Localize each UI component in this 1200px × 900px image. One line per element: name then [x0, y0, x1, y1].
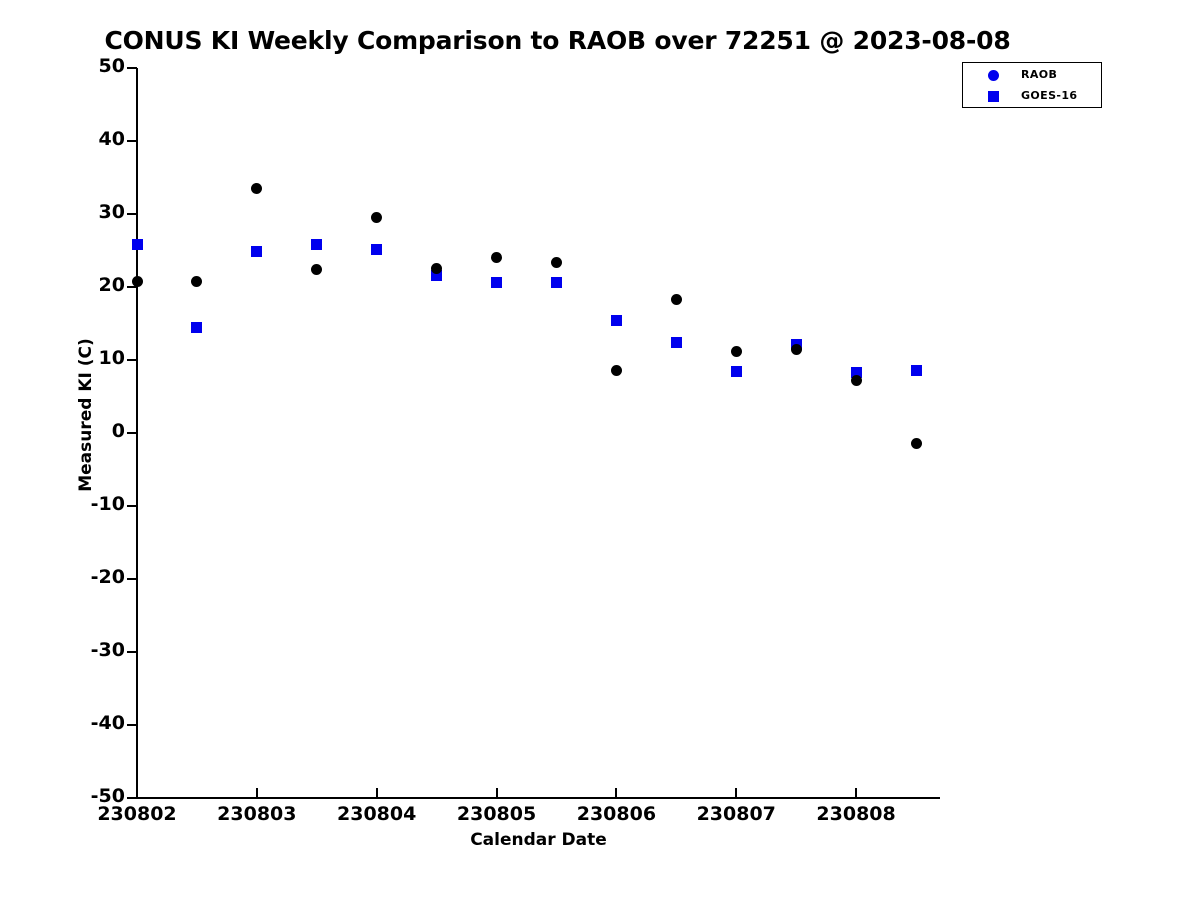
x-tick-label: 230802	[97, 803, 177, 825]
x-tick-label: 230803	[217, 803, 297, 825]
x-tick	[255, 788, 258, 798]
y-tick-label: -30	[90, 639, 125, 661]
data-point-goes-16	[431, 269, 443, 281]
plot-area	[137, 68, 940, 798]
x-tick	[855, 788, 858, 798]
x-tick	[495, 788, 498, 798]
data-point-goes-16	[910, 365, 922, 377]
legend-entry-raob: RAOB	[963, 65, 1103, 85]
y-tick	[127, 578, 137, 580]
y-tick-label: -20	[90, 566, 125, 588]
data-point-raob	[311, 263, 323, 275]
data-point-goes-16	[491, 277, 503, 289]
y-tick	[127, 213, 137, 215]
data-point-raob	[730, 345, 742, 357]
y-tick	[127, 724, 137, 726]
x-tick	[735, 788, 738, 798]
legend-marker-goes16	[988, 91, 999, 102]
y-tick-label: 50	[98, 55, 125, 77]
y-tick	[127, 505, 137, 507]
data-point-raob	[790, 343, 802, 355]
data-point-raob	[491, 252, 503, 264]
y-tick-label: 10	[98, 347, 125, 369]
y-tick	[127, 286, 137, 288]
x-tick-label: 230805	[456, 803, 537, 825]
data-point-raob	[371, 212, 383, 224]
x-tick-label: 230806	[576, 803, 657, 825]
y-tick-label: 20	[98, 274, 125, 296]
data-point-raob	[910, 438, 922, 450]
data-point-goes-16	[550, 277, 562, 289]
x-tick-label: 230804	[337, 803, 417, 825]
y-tick	[127, 67, 137, 69]
data-point-raob	[131, 275, 143, 287]
data-point-raob	[850, 374, 862, 386]
data-point-goes-16	[730, 366, 742, 378]
legend-marker-raob	[988, 70, 999, 81]
data-point-raob	[191, 275, 203, 287]
y-axis-label: Measured KI (C)	[76, 338, 96, 492]
y-tick	[127, 432, 137, 434]
chart-title: CONUS KI Weekly Comparison to RAOB over …	[104, 26, 1011, 55]
data-point-goes-16	[191, 321, 203, 333]
x-tick	[136, 788, 138, 798]
data-point-raob	[431, 262, 443, 274]
y-tick	[127, 140, 137, 142]
y-axis-line	[136, 68, 138, 799]
legend-entry-goes16: GOES-16	[963, 86, 1103, 106]
legend-square-icon	[977, 86, 1011, 106]
y-tick	[127, 651, 137, 653]
x-tick-label: 230808	[816, 803, 896, 825]
y-tick-label: -50	[90, 785, 125, 807]
chart-legend: RAOB GOES-16	[962, 62, 1102, 108]
y-tick-label: 30	[98, 201, 125, 223]
data-point-goes-16	[131, 239, 143, 251]
x-tick-label: 230807	[696, 803, 776, 825]
data-point-raob	[550, 256, 562, 268]
data-point-goes-16	[251, 246, 263, 258]
legend-circle-icon	[977, 65, 1011, 85]
data-point-raob	[610, 365, 622, 377]
x-tick	[615, 788, 618, 798]
legend-label-raob: RAOB	[1021, 68, 1058, 81]
y-tick-label: 0	[111, 420, 125, 442]
data-point-goes-16	[670, 336, 682, 348]
y-tick	[127, 359, 137, 361]
data-point-goes-16	[371, 243, 383, 255]
data-point-raob	[670, 293, 682, 305]
y-tick	[127, 797, 137, 799]
legend-label-goes16: GOES-16	[1021, 89, 1078, 102]
data-point-raob	[251, 182, 263, 194]
data-point-goes-16	[610, 315, 622, 327]
y-tick-label: -40	[90, 712, 125, 734]
y-tick-label: 40	[98, 128, 125, 150]
data-point-goes-16	[311, 239, 323, 251]
x-axis-label: Calendar Date	[470, 830, 607, 850]
y-tick-label: -10	[90, 493, 125, 515]
x-axis-line	[136, 797, 940, 799]
x-tick	[375, 788, 378, 798]
data-point-goes-16	[850, 366, 862, 378]
